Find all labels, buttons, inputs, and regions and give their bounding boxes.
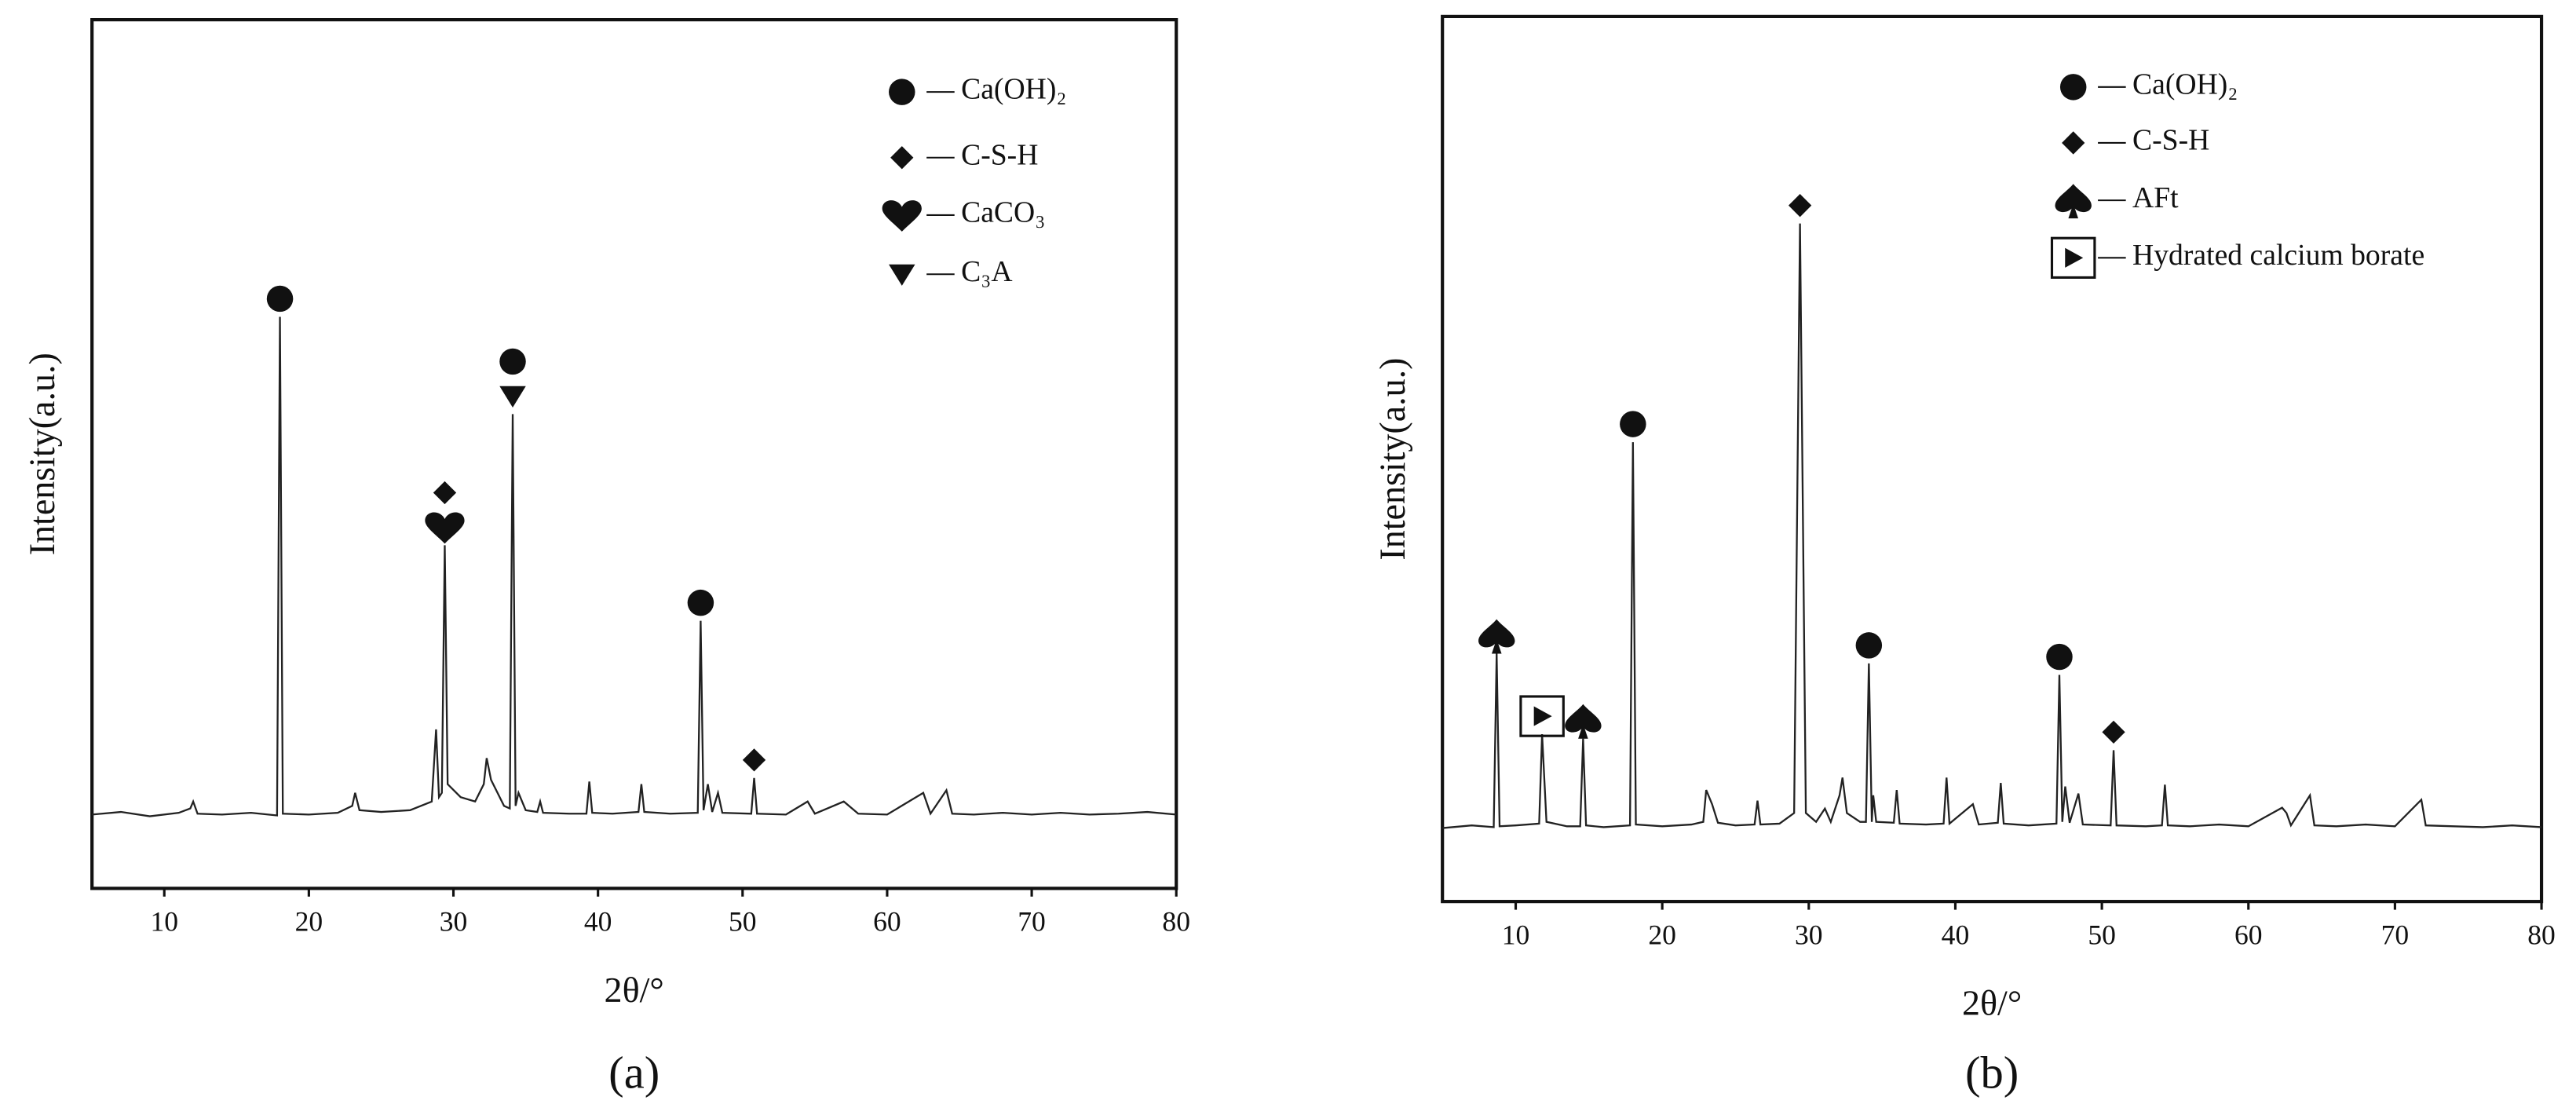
peak-marker-box [1519, 695, 1565, 737]
legend-symbol [2055, 184, 2092, 219]
peak-marker-shape [433, 481, 457, 505]
peak-marker-shape [2102, 720, 2125, 744]
peak-marker-shape [742, 748, 766, 772]
peak-marker-shape [1788, 194, 1812, 218]
x-tick-label: 30 [440, 906, 468, 938]
xrd-line [1442, 223, 2542, 829]
x-tick-label: 80 [1162, 906, 1190, 938]
peak-marker [1788, 194, 1812, 218]
xrd-line [92, 316, 1177, 817]
legend-symbol [889, 79, 915, 105]
legend-label: C-S-H [2132, 124, 2209, 157]
x-tick-label: 60 [873, 906, 901, 938]
legend-symbol-shape [889, 264, 915, 286]
peak-marker [1565, 704, 1602, 739]
panel-label: (b) [1965, 1047, 2019, 1098]
peak-marker [1519, 695, 1565, 737]
x-tick-label: 20 [1648, 919, 1676, 950]
legend-label: AFt [2132, 181, 2179, 214]
legend-symbol [890, 146, 914, 170]
x-tick-label: 70 [2381, 919, 2410, 950]
peak-marker-shape [425, 512, 465, 544]
legend-label: CaCO₃ [961, 196, 1045, 229]
x-tick-label: 70 [1018, 906, 1046, 938]
legend-symbol-box [2050, 236, 2096, 280]
legend-symbol-shape [2062, 131, 2085, 155]
peak-marker-shape [2046, 643, 2073, 671]
plot-frame [1441, 14, 2544, 904]
peak-marker-shape [1478, 619, 1515, 654]
peak-marker [1855, 632, 1883, 659]
plot-frame [90, 18, 1178, 890]
legend-label: C-S-H [961, 138, 1038, 171]
x-tick-label: 50 [2088, 919, 2116, 950]
peak-marker [425, 512, 465, 544]
legend-label: C₃A [961, 255, 1012, 288]
peak-marker-shape [1855, 632, 1883, 659]
y-axis-label: Intensity(a.u.) [22, 353, 62, 555]
peak-marker-shape [1565, 704, 1602, 739]
x-tick-label: 20 [295, 906, 323, 938]
peak-marker-shape [499, 348, 526, 375]
legend-symbol-shape [890, 146, 914, 170]
x-tick-label: 10 [1502, 919, 1530, 950]
legend-symbol [882, 200, 922, 232]
x-tick-label: 40 [584, 906, 612, 938]
panel-label: (a) [608, 1047, 660, 1098]
legend-symbol [889, 264, 915, 286]
peak-marker [499, 386, 526, 408]
peak-marker-shape [499, 386, 526, 408]
peak-marker [742, 748, 766, 772]
x-axis-label: 2θ/° [605, 970, 664, 1010]
legend-label: Ca(OH)₂ [961, 73, 1066, 106]
peak-marker [1478, 619, 1515, 654]
y-axis-label: Intensity(a.u.) [1372, 357, 1412, 560]
x-tick-label: 40 [1942, 919, 1970, 950]
peak-marker [433, 481, 457, 505]
legend-symbol-shape [2065, 247, 2084, 268]
x-tick-label: 50 [729, 906, 757, 938]
x-tick-label: 60 [2234, 919, 2263, 950]
legend-label: Hydrated calcium borate [2132, 239, 2424, 272]
peak-marker [499, 348, 526, 375]
peak-marker-shape [1620, 411, 1646, 437]
peak-marker-shape [266, 285, 294, 313]
peak-marker [2046, 643, 2073, 671]
x-tick-label: 30 [1795, 919, 1823, 950]
x-tick-label: 80 [2527, 919, 2556, 950]
legend-symbol [2059, 74, 2087, 101]
x-tick-label: 10 [150, 906, 178, 938]
legend-symbol [2062, 131, 2085, 155]
peak-marker-shape [687, 589, 714, 616]
peak-marker [266, 285, 294, 313]
legend-symbol-shape [2055, 184, 2092, 219]
x-axis-label: 2θ/° [1962, 983, 2022, 1023]
legend-label: Ca(OH)₂ [2132, 68, 2238, 101]
peak-marker [2102, 720, 2125, 744]
legend-symbol [2050, 236, 2096, 280]
legend-symbol-shape [2059, 74, 2087, 101]
legend-symbol-shape [882, 200, 922, 232]
peak-marker [687, 589, 714, 616]
legend-symbol-shape [889, 79, 915, 105]
peak-marker-shape [1533, 706, 1552, 726]
peak-marker [1620, 411, 1646, 437]
